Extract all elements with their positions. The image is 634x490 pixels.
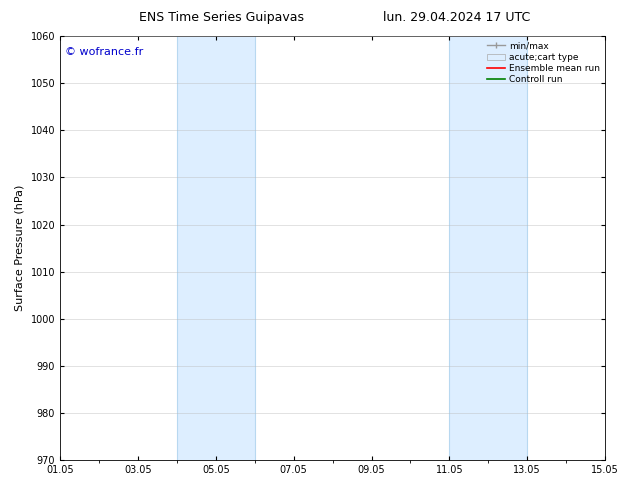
Text: ENS Time Series Guipavas: ENS Time Series Guipavas xyxy=(139,11,304,24)
Text: lun. 29.04.2024 17 UTC: lun. 29.04.2024 17 UTC xyxy=(383,11,530,24)
Text: © wofrance.fr: © wofrance.fr xyxy=(65,47,144,57)
Bar xyxy=(450,36,527,460)
Legend: min/max, acute;cart type, Ensemble mean run, Controll run: min/max, acute;cart type, Ensemble mean … xyxy=(484,39,602,87)
Y-axis label: Surface Pressure (hPa): Surface Pressure (hPa) xyxy=(15,185,25,311)
Bar xyxy=(177,36,255,460)
